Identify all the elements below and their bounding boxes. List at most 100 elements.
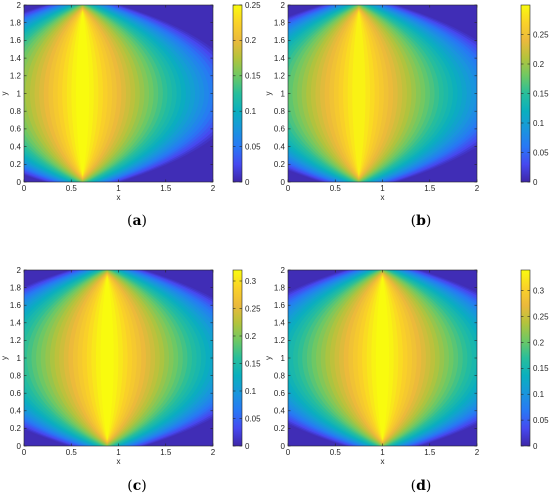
- heatmap-contour: [352, 11, 366, 176]
- heatmap-field: [288, 270, 477, 446]
- colorbar-tick-label: 0.1: [533, 390, 545, 399]
- y-tick-label: 0.2: [274, 160, 286, 169]
- caption-paren-open: (: [411, 213, 416, 229]
- colorbar-gradient: [232, 4, 243, 183]
- y-tick-label: 1.4: [10, 54, 22, 63]
- heatmap-field: [288, 5, 477, 182]
- y-tick-label: 2: [17, 1, 22, 10]
- colorbar-tick-label: 0: [245, 178, 250, 187]
- colorbar-tick-label: 0.15: [245, 359, 261, 368]
- y-tick-label: 0.8: [274, 107, 286, 116]
- x-tick-label: 2: [211, 184, 216, 193]
- y-tick-label: 0: [281, 442, 286, 451]
- y-tick-label: 1.4: [274, 54, 286, 63]
- colorbar-tick-label: 0.1: [245, 107, 257, 116]
- heatmap-panel-c: 0 0.5 1 1.5 200.20.40.60.811.21.41.61.82xy00…: [0, 266, 261, 494]
- x-tick-label: 0.5: [66, 184, 78, 193]
- x-tick-label: 2: [475, 184, 480, 193]
- colorbar-tick-label: 0.15: [533, 89, 549, 98]
- caption-paren-close: ): [426, 213, 431, 229]
- y-tick-label: 1.8: [10, 19, 22, 28]
- x-tick-label: 0.5: [66, 448, 78, 457]
- colorbar-tick-label: 0: [245, 442, 250, 451]
- colorbar-tick-label: 0.2: [533, 60, 545, 69]
- x-tick-label: 1: [116, 184, 121, 193]
- panel-caption: (b): [411, 213, 432, 229]
- colorbar-tick-label: 0: [533, 178, 538, 187]
- y-tick-label: 0.6: [10, 125, 22, 134]
- caption-letter: d: [416, 478, 426, 494]
- y-tick-label: 0.2: [10, 160, 22, 169]
- caption-paren-close: ): [142, 213, 147, 229]
- y-tick-label: 0.4: [10, 142, 22, 151]
- x-tick-label: 0: [22, 448, 27, 457]
- y-tick-label: 0.6: [10, 389, 22, 398]
- y-tick-label: 0.4: [10, 407, 22, 416]
- caption-letter: b: [416, 213, 426, 229]
- y-tick-label: 1: [281, 89, 286, 98]
- caption-letter: c: [133, 478, 142, 494]
- caption-paren-open: (: [127, 478, 132, 494]
- heatmap-panel-a: 0 0.5 1 1.5 200.20.40.60.811.21.41.61.82xy00…: [0, 1, 261, 229]
- x-axis-label: x: [117, 457, 121, 466]
- panel-caption: (d): [411, 478, 432, 494]
- colorbar-tick-label: 0.2: [245, 332, 257, 341]
- panel-caption: (c): [127, 478, 146, 494]
- y-tick-label: 1: [281, 354, 286, 363]
- y-axis-label: y: [0, 92, 9, 96]
- y-tick-label: 0.4: [274, 142, 286, 151]
- colorbar-tick-label: 0.2: [245, 36, 257, 45]
- y-tick-label: 0.2: [10, 424, 22, 433]
- colorbar-tick-label: 0.25: [245, 1, 261, 10]
- y-tick-label: 0: [17, 442, 22, 451]
- x-tick-label: 1: [380, 184, 385, 193]
- y-tick-label: 0.6: [274, 389, 286, 398]
- x-tick-label: 0: [286, 184, 291, 193]
- x-axis-label: x: [117, 193, 121, 202]
- x-tick-label: 0: [286, 448, 291, 457]
- y-tick-label: 1.2: [10, 336, 22, 345]
- y-tick-label: 1.4: [274, 319, 286, 328]
- colorbar-tick-label: 0.25: [533, 30, 549, 39]
- x-tick-label: 1.5: [160, 448, 172, 457]
- caption-paren-close: ): [141, 478, 146, 494]
- y-axis-label: y: [264, 92, 273, 96]
- y-tick-label: 0.8: [10, 371, 22, 380]
- caption-paren-open: (: [127, 213, 132, 229]
- heatmap-contour: [76, 11, 90, 176]
- x-axis-label: x: [381, 457, 385, 466]
- y-axis-label: y: [264, 356, 273, 360]
- y-tick-label: 1: [17, 89, 22, 98]
- x-tick-label: 0: [22, 184, 27, 193]
- y-tick-label: 1.6: [10, 36, 22, 45]
- colorbar-tick-label: 0.15: [245, 72, 261, 81]
- x-axis-label: x: [381, 193, 385, 202]
- y-tick-label: 0: [281, 178, 286, 187]
- y-tick-label: 2: [281, 1, 286, 10]
- y-tick-label: 2: [281, 266, 286, 275]
- panel-caption: (a): [127, 213, 147, 229]
- colorbar-tick-label: 0.1: [245, 387, 257, 396]
- colorbar-tick-label: 0.15: [533, 364, 549, 373]
- x-tick-label: 0.5: [330, 448, 342, 457]
- y-tick-label: 0.4: [274, 407, 286, 416]
- colorbar-tick-label: 0.05: [245, 142, 261, 151]
- colorbar-tick-label: 0.25: [533, 312, 549, 321]
- caption-paren-close: ): [426, 478, 431, 494]
- x-tick-label: 2: [211, 448, 216, 457]
- y-tick-label: 1.8: [10, 283, 22, 292]
- heatmap-panel-d: 0 0.5 1 1.5 200.20.40.60.811.21.41.61.82xy00…: [264, 266, 549, 494]
- colorbar: 0 0.05 0.1 0.15 0.2 0.25 0.3: [520, 269, 549, 451]
- y-tick-label: 0.8: [274, 371, 286, 380]
- x-tick-label: 1: [116, 448, 121, 457]
- colorbar-tick-label: 0.3: [533, 287, 545, 296]
- y-tick-label: 0.6: [274, 125, 286, 134]
- y-tick-label: 1.6: [274, 301, 286, 310]
- colorbar-tick-label: 0.3: [245, 277, 257, 286]
- colorbar: 0 0.05 0.1 0.15 0.2 0.25: [232, 1, 261, 187]
- colorbar-gradient: [520, 269, 531, 447]
- x-tick-label: 1: [380, 448, 385, 457]
- colorbar-tick-label: 0.2: [533, 338, 545, 347]
- y-tick-label: 0.8: [10, 107, 22, 116]
